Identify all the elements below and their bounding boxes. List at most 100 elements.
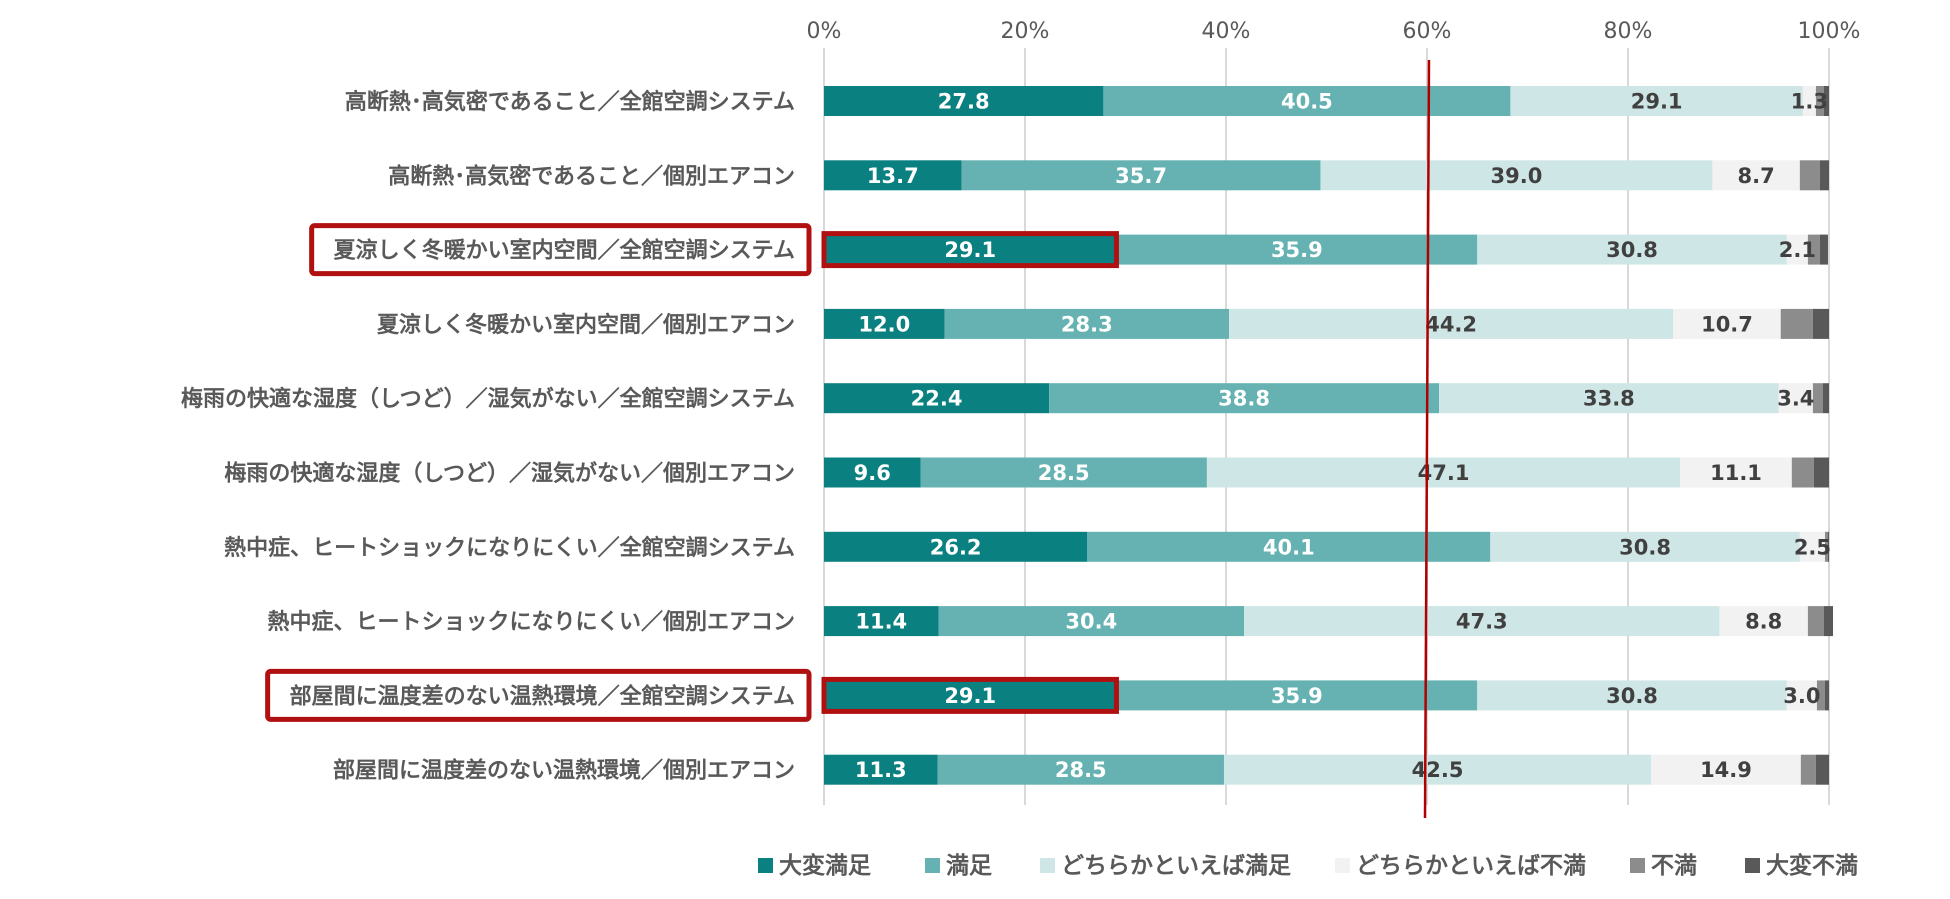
bar-segment [938,606,1245,637]
bar-segment [824,234,1117,265]
bar-segment [944,308,1230,339]
bar-segment [824,160,962,191]
data-label: 3.4 [1777,387,1814,411]
bar-segment [1439,383,1779,414]
data-label: 11.3 [855,758,907,782]
legend-swatch [1335,858,1350,873]
legend-label: どちらかといえば不満 [1356,853,1586,879]
category-label: 高断熱･高気密であること／個別エアコン [388,163,795,189]
category-labels: 高断熱･高気密であること／全館空調システム高断熱･高気密であること／個別エアコン… [181,89,795,784]
data-label: 42.5 [1412,758,1464,782]
bar-segment [1819,234,1828,265]
bar-segment [1827,531,1829,562]
bar-segment [1813,457,1829,488]
bar-segment [824,308,945,339]
legend-label: 満足 [946,853,992,879]
bar-segment [1223,754,1652,785]
data-label: 10.7 [1701,312,1753,336]
data-label: 9.6 [854,461,891,485]
tick-label: 40% [1202,19,1251,44]
category-label: 夏涼しく冬暖かい室内空間／全館空調システム [334,238,795,264]
data-label: 3.0 [1783,684,1820,708]
category-label: 部屋間に温度差のない温熱環境／全館空調システム [290,683,795,709]
bar-segment [1799,160,1820,191]
bar-segment [1477,680,1787,711]
bar-segment [1320,160,1713,191]
data-label: 28.3 [1061,312,1113,336]
data-label: 11.1 [1710,461,1762,485]
data-label: 35.9 [1271,684,1323,708]
bar-segment [1244,606,1720,637]
bar-segment [1824,531,1828,562]
bar-segment [1823,606,1834,637]
data-label: 8.8 [1745,610,1782,634]
bar-segment [824,531,1088,562]
data-label: 29.1 [1631,90,1683,114]
bar-segment [1822,383,1829,414]
tick-label: 100% [1798,19,1861,44]
bar-segment [1800,754,1816,785]
data-labels: 27.8 40.5 29.1 1.3 13.7 35.7 39.0 8.7 29.1 35.9 30… [854,90,1831,783]
data-label: 8.7 [1738,164,1775,188]
bar-segment [824,383,1050,414]
legend: 大変満足 満足 どちらかといえば満足 どちらかといえば不満 不満 大変不満 [758,852,1858,879]
data-label: 26.2 [930,535,982,559]
legend-label: 不満 [1651,853,1697,879]
bar-segment [1116,234,1478,265]
bar-segment [1815,754,1829,785]
bar-segment [1807,606,1824,637]
category-label: 高断熱･高気密であること／全館空調システム [345,89,795,115]
bar-segment [1719,606,1808,637]
data-label: 30.8 [1619,535,1671,559]
highlight-box-label [309,223,812,277]
bar-segment [920,457,1207,488]
bar-segment [1791,457,1814,488]
data-label: 27.8 [938,90,990,114]
tick-label: 0% [807,19,842,44]
bar-segment [1206,457,1681,488]
legend-swatch [758,858,773,873]
bar-segment [1824,680,1829,711]
data-label: 28.5 [1038,461,1090,485]
data-label: 47.3 [1456,610,1508,634]
data-label: 12.0 [858,312,910,336]
data-label: 44.2 [1425,312,1477,336]
legend-label: 大変不満 [1766,852,1858,879]
legend-swatch [925,858,940,873]
data-label: 33.8 [1583,387,1635,411]
tick-label: 60% [1403,19,1452,44]
category-label: 熱中症、ヒートショックになりにくい／全館空調システム [224,535,795,561]
bar-segment [824,86,1104,116]
bar-segment [1778,383,1813,414]
bar-segment [824,680,1117,711]
data-label: 47.1 [1418,461,1470,485]
data-label: 30.8 [1606,238,1658,262]
bar-segment [1229,308,1674,339]
bar-segment [1816,680,1825,711]
bar-segment [824,606,939,637]
bar-segment [824,457,921,488]
data-label: 30.8 [1606,684,1658,708]
category-label: 梅雨の快適な湿度（しつど）／湿気がない／個別エアコン [224,461,795,487]
data-label: 22.4 [911,387,963,411]
bar-segment [1812,308,1829,339]
bar-segment [1780,308,1813,339]
data-label: 2.1 [1779,238,1816,262]
legend-swatch [1040,858,1055,873]
bar-segment [1799,531,1825,562]
category-label: 夏涼しく冬暖かい室内空間／個別エアコン [377,312,795,338]
reference-line-60 [1423,59,1431,819]
bar-segment [1087,531,1491,562]
bar-segment [1651,754,1801,785]
bar-segment [1103,86,1511,116]
data-label: 35.9 [1271,238,1323,262]
highlight-box-label [265,668,812,722]
data-label: 29.1 [944,238,996,262]
data-label: 1.3 [1791,90,1828,114]
bars [824,86,1834,785]
reference-line [1423,59,1431,819]
tick-label: 80% [1604,19,1653,44]
data-label: 11.4 [855,610,907,634]
x-axis-tick-labels: 0% 20% 40% 60% 80% 100% [807,19,1861,44]
data-label: 40.1 [1263,535,1315,559]
